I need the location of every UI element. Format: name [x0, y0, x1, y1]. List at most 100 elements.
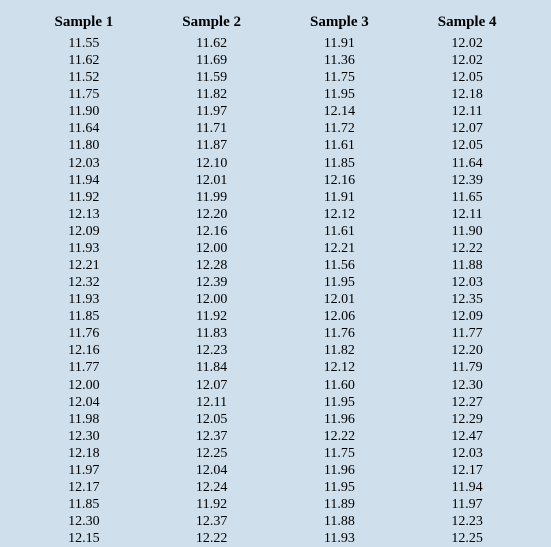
table-row: 12.0012.0711.6012.30: [20, 377, 531, 394]
table-cell: 12.47: [403, 428, 531, 445]
table-cell: 12.16: [148, 223, 276, 240]
table-row: 12.1812.2511.7512.03: [20, 445, 531, 462]
table-cell: 12.06: [276, 308, 404, 325]
table-row: 12.1712.2411.9511.94: [20, 479, 531, 496]
table-cell: 12.37: [148, 513, 276, 530]
column-header: Sample 2: [148, 14, 276, 35]
table-row: 11.5511.6211.9112.02: [20, 35, 531, 52]
table-cell: 12.07: [148, 377, 276, 394]
table-row: 11.9812.0511.9612.29: [20, 411, 531, 428]
table-cell: 11.92: [20, 189, 148, 206]
table-cell: 11.89: [276, 496, 404, 513]
table-cell: 12.04: [148, 462, 276, 479]
table-cell: 12.30: [20, 513, 148, 530]
table-cell: 11.92: [148, 496, 276, 513]
table-cell: 12.27: [403, 394, 531, 411]
table-row: 12.1612.2311.8212.20: [20, 342, 531, 359]
table-cell: 12.01: [276, 291, 404, 308]
table-row: 11.8011.8711.6112.05: [20, 137, 531, 154]
table-cell: 11.95: [276, 274, 404, 291]
table-cell: 11.90: [20, 103, 148, 120]
table-cell: 12.23: [403, 513, 531, 530]
table-cell: 11.65: [403, 189, 531, 206]
table-cell: 11.97: [20, 462, 148, 479]
table-cell: 11.64: [20, 120, 148, 137]
table-cell: 12.02: [403, 35, 531, 52]
table-cell: 11.61: [276, 137, 404, 154]
table-cell: 11.99: [148, 189, 276, 206]
table-cell: 12.17: [20, 479, 148, 496]
table-cell: 12.18: [20, 445, 148, 462]
table-cell: 12.24: [148, 479, 276, 496]
table-cell: 12.21: [20, 257, 148, 274]
table-row: 11.7511.8211.9512.18: [20, 86, 531, 103]
table-cell: 12.22: [276, 428, 404, 445]
table-cell: 11.76: [20, 325, 148, 342]
table-cell: 12.00: [148, 291, 276, 308]
table-cell: 11.64: [403, 155, 531, 172]
table-row: 12.3012.3712.2212.47: [20, 428, 531, 445]
table-cell: 11.91: [276, 35, 404, 52]
table-cell: 12.17: [403, 462, 531, 479]
table-cell: 11.82: [148, 86, 276, 103]
table-cell: 12.18: [403, 86, 531, 103]
table-cell: 12.20: [403, 342, 531, 359]
table-row: 11.7611.8311.7611.77: [20, 325, 531, 342]
table-cell: 11.94: [403, 479, 531, 496]
data-table: Sample 1 Sample 2 Sample 3 Sample 4 11.5…: [20, 14, 531, 547]
table-row: 12.0912.1611.6111.90: [20, 223, 531, 240]
table-cell: 11.56: [276, 257, 404, 274]
table-cell: 11.96: [276, 462, 404, 479]
table-cell: 12.12: [276, 206, 404, 223]
table-cell: 12.30: [403, 377, 531, 394]
table-cell: 11.94: [20, 172, 148, 189]
table-row: 11.8511.9212.0612.09: [20, 308, 531, 325]
table-row: 11.9312.0012.2112.22: [20, 240, 531, 257]
table-cell: 11.90: [403, 223, 531, 240]
table-cell: 11.55: [20, 35, 148, 52]
table-cell: 11.85: [276, 155, 404, 172]
table-cell: 11.52: [20, 69, 148, 86]
table-cell: 11.85: [20, 496, 148, 513]
table-cell: 11.82: [276, 342, 404, 359]
table-cell: 12.07: [403, 120, 531, 137]
table-body: 11.5511.6211.9112.0211.6211.6911.3612.02…: [20, 35, 531, 547]
table-row: 11.9312.0012.0112.35: [20, 291, 531, 308]
table-row: 12.0312.1011.8511.64: [20, 155, 531, 172]
table-cell: 11.87: [148, 137, 276, 154]
table-cell: 12.04: [20, 394, 148, 411]
table-cell: 11.92: [148, 308, 276, 325]
table-cell: 11.84: [148, 359, 276, 376]
table-cell: 12.03: [403, 274, 531, 291]
table-cell: 12.39: [148, 274, 276, 291]
table-cell: 12.09: [20, 223, 148, 240]
table-cell: 11.97: [148, 103, 276, 120]
table-cell: 11.93: [276, 530, 404, 547]
table-cell: 12.20: [148, 206, 276, 223]
table-cell: 12.16: [276, 172, 404, 189]
table-cell: 11.77: [20, 359, 148, 376]
table-cell: 12.39: [403, 172, 531, 189]
table-cell: 11.62: [20, 52, 148, 69]
table-cell: 11.80: [20, 137, 148, 154]
table-cell: 12.35: [403, 291, 531, 308]
table-cell: 12.11: [403, 103, 531, 120]
table-cell: 12.01: [148, 172, 276, 189]
table-cell: 11.95: [276, 479, 404, 496]
table-cell: 11.72: [276, 120, 404, 137]
table-cell: 12.12: [276, 359, 404, 376]
table-row: 11.6211.6911.3612.02: [20, 52, 531, 69]
table-cell: 11.88: [276, 513, 404, 530]
table-cell: 12.22: [403, 240, 531, 257]
table-cell: 12.25: [148, 445, 276, 462]
table-row: 11.8511.9211.8911.97: [20, 496, 531, 513]
column-header: Sample 4: [403, 14, 531, 35]
table-cell: 11.75: [20, 86, 148, 103]
table-cell: 11.91: [276, 189, 404, 206]
table-cell: 12.21: [276, 240, 404, 257]
table-row: 12.0412.1111.9512.27: [20, 394, 531, 411]
table-row: 11.7711.8412.1211.79: [20, 359, 531, 376]
table-cell: 12.15: [20, 530, 148, 547]
table-cell: 11.96: [276, 411, 404, 428]
table-cell: 12.29: [403, 411, 531, 428]
